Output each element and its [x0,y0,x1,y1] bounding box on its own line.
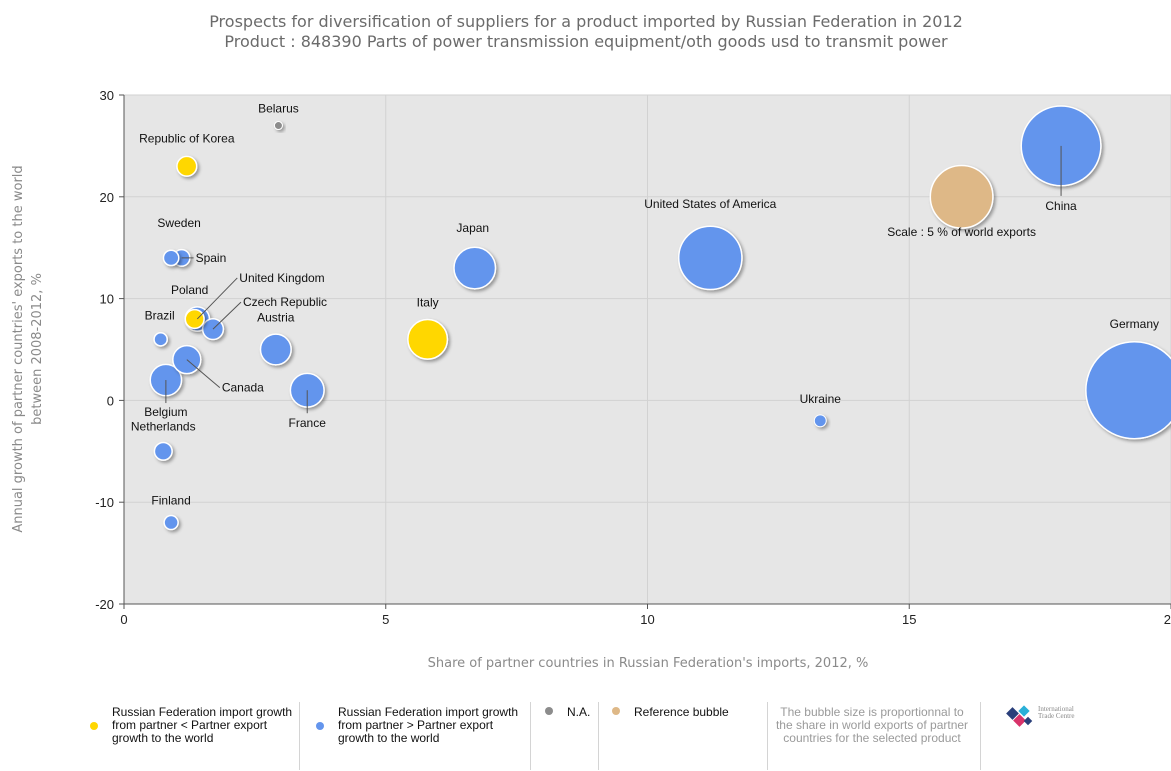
gridlines [123,94,1171,605]
bubble-label-united-states-of-america: United States of America [644,197,776,211]
axes: 0 5 10 15 20 -20 -10 0 10 20 30 [95,88,1171,627]
bubble-label-ukraine: Ukraine [800,392,842,406]
bubble-label-poland: Poland [171,283,208,297]
y-tick-label: 30 [100,88,114,103]
x-tick-label: 0 [120,612,127,627]
itc-logo-icon [1006,705,1033,727]
bubble-label-italy: Italy [417,295,439,309]
legend-dot-tan [612,707,620,715]
bubbles: Germany China United States of America Scal… [131,102,1171,531]
legend-dot-yellow [90,722,98,730]
bubble-label-china: China [1045,199,1077,213]
legend-divider [299,702,300,770]
bubble-label-united-kingdom: United Kingdom [239,271,324,285]
bubble-austria[interactable] [259,333,292,366]
bubble-label-czech-republic: Czech Republic [243,295,327,309]
bubble-label-france: France [289,416,327,430]
legend-note: The bubble size is proportionnal to the … [775,705,969,745]
x-tick-label: 5 [382,612,389,627]
bubble-belarus[interactable] [273,121,283,131]
y-tick-label: -10 [95,495,114,510]
leader-line-united-kingdom [196,277,238,320]
y-tick-label: -20 [95,597,114,612]
bubble-scale-5-of-world-exports[interactable] [929,164,994,229]
bubble-republic-of-korea[interactable] [176,155,198,177]
bubble-label-netherlands: Netherlands [131,419,196,433]
itc-logo-text: International Trade Centre [1038,705,1075,720]
legend-divider [767,702,768,770]
bubble-netherlands[interactable] [153,441,173,461]
legend-divider [530,702,531,770]
legend-label-higher: Russian Federation import growth from pa… [338,705,519,745]
bubble-label-belgium: Belgium [144,405,187,419]
bubble-finland[interactable] [163,514,179,531]
bubble-label-scale-5-of-world-exports: Scale : 5 % of world exports [887,225,1036,239]
legend-label-reference: Reference bubble [634,705,729,719]
legend: Russian Federation import growth from pa… [0,694,1171,771]
chart-title: Prospects for diversification of supplie… [209,12,963,31]
y-axis-title-line-1: Annual growth of partner countries' expo… [11,165,26,532]
itc-logo: International Trade Centre [1006,704,1096,730]
bubble-germany[interactable] [1085,340,1171,440]
bubble-label-belarus: Belarus [258,102,299,116]
bubble-poland[interactable] [184,308,205,330]
x-tick-label: 10 [640,612,654,627]
bubble-japan[interactable] [453,246,497,290]
bubble-sweden[interactable] [162,249,180,267]
bubble-chart: Prospects for diversification of supplie… [11,12,1171,671]
legend-label-lower: Russian Federation import growth from pa… [112,705,293,745]
bubble-label-finland: Finland [151,494,190,508]
bubble-label-brazil: Brazil [145,308,175,322]
bubble-united-states-of-america[interactable] [677,225,743,291]
leader-line-canada [186,359,221,389]
legend-divider [980,702,981,770]
bubble-brazil[interactable] [153,332,168,347]
bubble-label-japan: Japan [456,221,489,235]
bubble-italy[interactable] [407,318,449,360]
bubble-label-canada: Canada [222,381,264,395]
bubble-label-republic-of-korea: Republic of Korea [139,131,235,145]
legend-label-na: N.A. [567,705,591,719]
bubble-label-germany: Germany [1110,317,1159,331]
x-tick-label: 20 [1164,612,1171,627]
legend-divider [598,702,599,770]
y-axis-title-line-2: between 2008-2012, % [30,273,45,425]
y-tick-label: 10 [100,292,114,307]
chart-subtitle: Product : 848390 Parts of power transmis… [224,32,948,51]
bubble-ukraine[interactable] [813,414,827,428]
legend-dot-gray [545,707,553,715]
bubble-label-spain: Spain [196,251,227,265]
x-tick-label: 15 [902,612,916,627]
bubble-label-austria: Austria [257,311,295,325]
y-tick-label: 0 [107,393,114,408]
y-tick-label: 20 [100,190,114,205]
legend-dot-blue [316,722,324,730]
leader-line-czech-republic [212,301,242,330]
x-axis-title: Share of partner countries in Russian Fe… [428,656,869,671]
bubble-label-sweden: Sweden [157,216,200,230]
